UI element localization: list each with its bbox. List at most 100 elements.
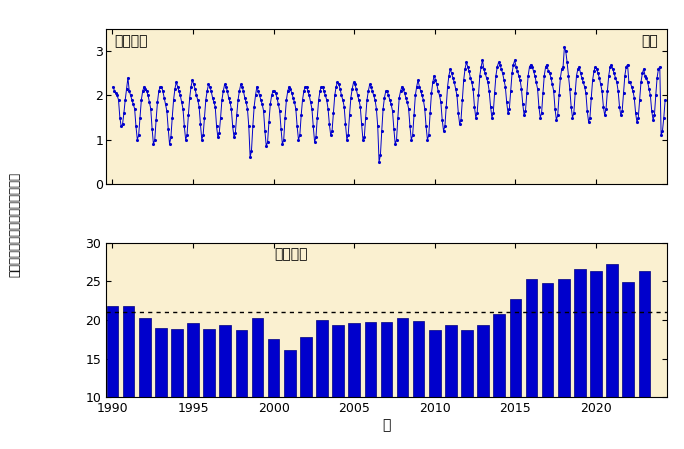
Point [258, 107, 269, 114]
Point [453, 110, 464, 117]
Point [358, 136, 369, 143]
Point [354, 97, 365, 104]
Point [549, 105, 560, 112]
Point [460, 66, 471, 73]
Point [547, 81, 558, 88]
Point [599, 112, 610, 119]
Point [461, 59, 472, 66]
Point [658, 114, 669, 121]
Point [586, 94, 596, 101]
Point [192, 97, 203, 104]
Point [267, 88, 278, 95]
Point [150, 116, 161, 123]
Point [425, 110, 436, 117]
Point [293, 136, 304, 143]
Point [521, 90, 532, 97]
Point [199, 114, 210, 121]
Point [475, 63, 486, 70]
Point [222, 88, 233, 95]
Point [432, 81, 443, 88]
Point [538, 90, 549, 97]
Point [644, 85, 655, 92]
Point [499, 76, 510, 84]
Point [202, 88, 213, 95]
Point [620, 72, 631, 79]
Point [655, 63, 666, 70]
Point [510, 57, 521, 64]
Point [436, 116, 447, 123]
Point [578, 79, 589, 86]
Point [408, 112, 419, 119]
Point [472, 110, 483, 117]
Point [419, 105, 430, 112]
Point [379, 94, 390, 101]
Point [514, 76, 525, 84]
Point [512, 68, 523, 75]
Point [297, 97, 308, 104]
Point [623, 79, 634, 86]
Point [306, 105, 317, 112]
Point [159, 94, 170, 101]
Point [481, 74, 492, 81]
Point [433, 88, 444, 95]
Point [298, 88, 309, 95]
Bar [397, 318, 408, 449]
Point [274, 107, 285, 114]
Point [205, 83, 215, 90]
Point [503, 110, 514, 117]
Point [423, 132, 434, 139]
Point [605, 63, 616, 70]
Point [465, 74, 476, 81]
Point [544, 70, 555, 77]
Point [517, 101, 528, 108]
Point [281, 97, 292, 104]
Point [376, 127, 387, 134]
Point [261, 143, 272, 150]
Point [113, 97, 124, 104]
Point [616, 112, 627, 119]
Point [250, 92, 261, 99]
Point [152, 98, 163, 106]
Point [415, 88, 426, 95]
Point [637, 70, 648, 77]
Point [477, 57, 488, 64]
Point [462, 63, 473, 70]
Point [160, 101, 171, 108]
Bar [332, 326, 344, 449]
Point [411, 83, 422, 90]
Point [563, 72, 574, 79]
Point [194, 103, 205, 110]
Point [122, 74, 133, 81]
Point [478, 66, 489, 73]
Point [215, 114, 226, 121]
Point [149, 136, 160, 143]
Point [213, 134, 224, 141]
Point [611, 79, 622, 86]
Point [120, 97, 131, 104]
Point [386, 101, 397, 108]
Point [144, 98, 155, 106]
Point [230, 129, 241, 136]
Point [410, 92, 421, 99]
Point [166, 134, 176, 141]
Point [436, 98, 447, 106]
Point [570, 90, 581, 97]
Point [228, 134, 239, 141]
Point [256, 101, 267, 108]
Point [393, 114, 404, 121]
Point [650, 92, 661, 99]
Point [118, 110, 129, 117]
Point [378, 105, 389, 112]
Point [566, 103, 577, 110]
Point [582, 107, 593, 114]
Point [613, 88, 624, 95]
Point [404, 123, 415, 130]
Point [141, 88, 152, 95]
Bar [316, 320, 328, 449]
Point [319, 88, 330, 95]
Point [320, 92, 331, 99]
Point [294, 132, 305, 139]
Point [564, 85, 575, 92]
Point [127, 97, 137, 104]
Point [210, 103, 221, 110]
